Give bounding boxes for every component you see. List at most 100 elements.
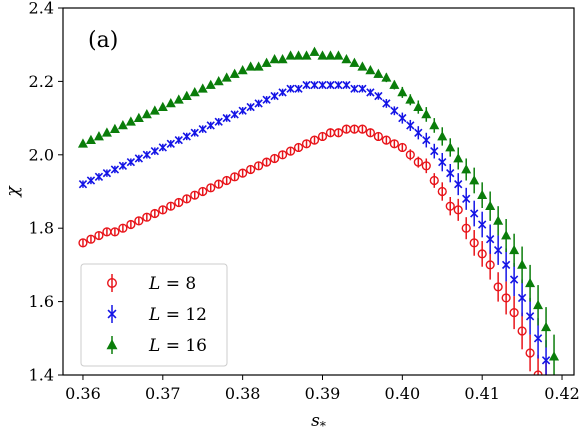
marker-triangle (517, 259, 528, 269)
marker-triangle (469, 175, 480, 185)
legend-entries: L = 8L = 12L = 16 (106, 274, 207, 356)
legend-label-variable: L (148, 336, 160, 356)
marker-x (462, 194, 471, 204)
marker-x (485, 235, 495, 244)
legend-label-variable: L (148, 305, 160, 325)
marker-x (414, 128, 423, 137)
marker-circle (429, 175, 439, 186)
marker-triangle (477, 189, 488, 200)
y-tick-label: 2.2 (29, 72, 54, 91)
marker-circle (493, 282, 503, 292)
marker-circle (285, 146, 296, 156)
marker-triangle (205, 79, 216, 89)
marker-triangle (101, 127, 112, 137)
marker-triangle (405, 94, 416, 104)
marker-triangle (117, 120, 128, 130)
x-tick-label: 0.40 (385, 384, 421, 403)
marker-x (254, 99, 263, 108)
marker-x (406, 121, 415, 130)
marker-circle (509, 308, 519, 318)
marker-triangle (285, 50, 296, 60)
marker-x (182, 132, 191, 141)
marker-x (398, 113, 407, 123)
panel-label: (a) (88, 28, 118, 53)
marker-circle (421, 161, 431, 171)
x-tick-label: 0.37 (145, 384, 181, 403)
marker-circle (182, 194, 192, 204)
marker-circle (365, 128, 375, 138)
marker-x (150, 146, 159, 156)
marker-triangle (389, 79, 400, 89)
marker-triangle (357, 61, 368, 71)
marker-x (366, 88, 375, 97)
y-tick-label: 2.0 (29, 145, 54, 164)
marker-circle (397, 142, 407, 153)
marker-x (198, 124, 207, 134)
marker-triangle (429, 120, 440, 130)
marker-triangle (533, 299, 544, 310)
marker-triangle (253, 61, 264, 71)
marker-circle (78, 238, 88, 248)
marker-triangle (229, 68, 240, 78)
marker-circle (381, 135, 391, 145)
marker-x (86, 176, 96, 185)
marker-x (390, 106, 399, 115)
marker-circle (477, 249, 487, 259)
marker-x (262, 95, 271, 104)
marker-circle (254, 161, 264, 171)
legend-entry-2: L = 12 (107, 305, 207, 325)
marker-triangle (541, 321, 552, 332)
marker-x (118, 161, 128, 170)
marker-x (493, 246, 503, 255)
marker-triangle (325, 50, 336, 60)
marker-circle (373, 131, 383, 142)
marker-triangle (461, 164, 472, 174)
marker-x (501, 260, 511, 270)
marker-x (541, 356, 551, 365)
marker-circle (206, 183, 216, 193)
marker-circle (469, 238, 479, 248)
marker-triangle (525, 277, 536, 288)
marker-circle (238, 168, 248, 178)
marker-triangle (501, 230, 512, 240)
marker-x (533, 334, 543, 343)
marker-triangle (293, 50, 304, 60)
marker-circle (525, 348, 535, 358)
legend-entry-3: L = 16 (106, 336, 207, 356)
marker-circle (107, 278, 117, 288)
x-axis-label: s* (311, 411, 326, 433)
y-axis-label: χ (3, 185, 23, 198)
marker-triangle (157, 101, 168, 111)
series-1 (78, 124, 547, 375)
y-tick-label: 1.8 (29, 219, 54, 238)
marker-triangle (493, 215, 504, 225)
marker-triangle (106, 339, 118, 350)
marker-x (206, 121, 215, 130)
marker-x (94, 172, 104, 181)
marker-triangle (413, 101, 424, 111)
marker-x (374, 91, 383, 101)
marker-triangle (245, 61, 256, 71)
legend-label-value: = 16 (160, 336, 207, 356)
marker-triangle (221, 72, 232, 82)
marker-triangle (173, 94, 184, 104)
marker-circle (413, 157, 423, 167)
marker-circle (293, 142, 304, 153)
marker-x (278, 88, 287, 97)
marker-x (174, 135, 183, 145)
marker-circle (453, 205, 463, 215)
marker-x (230, 110, 239, 119)
marker-x (382, 99, 391, 108)
x-tick-label: 0.41 (464, 384, 500, 403)
marker-x (310, 80, 319, 90)
y-tick-label: 1.6 (29, 292, 54, 311)
marker-triangle (181, 90, 192, 100)
marker-circle (94, 230, 104, 241)
legend-label-value: = 8 (160, 274, 196, 294)
marker-x (302, 80, 311, 90)
legend-label: L = 8 (148, 274, 196, 294)
marker-x (294, 84, 303, 93)
x-tick-label: 0.39 (305, 384, 341, 403)
marker-x (158, 143, 167, 152)
marker-triangle (277, 54, 288, 64)
